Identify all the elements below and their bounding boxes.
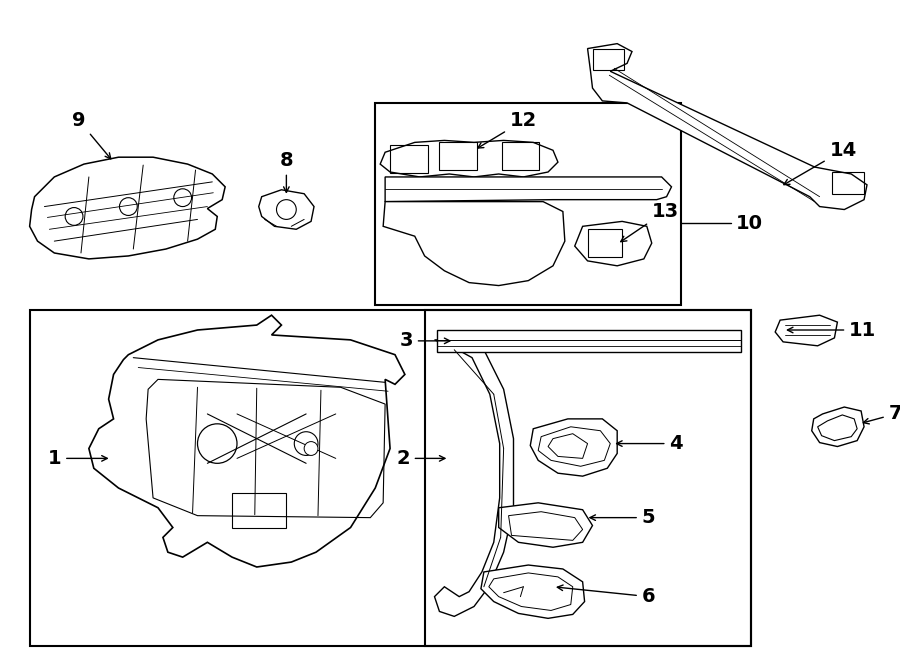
Polygon shape xyxy=(499,503,592,547)
Polygon shape xyxy=(30,157,225,259)
Text: 5: 5 xyxy=(590,508,655,527)
Text: 10: 10 xyxy=(735,214,762,233)
Polygon shape xyxy=(588,44,867,210)
Text: 6: 6 xyxy=(557,585,655,606)
Bar xyxy=(592,48,624,70)
Polygon shape xyxy=(530,419,617,476)
Bar xyxy=(30,310,751,646)
Polygon shape xyxy=(812,407,864,447)
Polygon shape xyxy=(380,140,558,177)
Text: 13: 13 xyxy=(621,202,679,242)
Bar xyxy=(588,229,622,257)
Polygon shape xyxy=(575,221,652,266)
Bar xyxy=(425,310,751,646)
Text: 2: 2 xyxy=(396,449,445,468)
Text: 3: 3 xyxy=(400,331,450,350)
Text: 7: 7 xyxy=(863,405,900,424)
Text: 8: 8 xyxy=(280,151,293,192)
Polygon shape xyxy=(775,315,837,346)
Polygon shape xyxy=(89,315,405,567)
Bar xyxy=(501,142,539,170)
Polygon shape xyxy=(383,202,565,286)
Polygon shape xyxy=(435,340,514,616)
Bar xyxy=(390,145,428,173)
Text: 9: 9 xyxy=(72,111,111,159)
Text: 11: 11 xyxy=(788,321,877,340)
Bar xyxy=(232,493,286,527)
Text: 1: 1 xyxy=(48,449,107,468)
Bar xyxy=(439,142,477,170)
Text: 14: 14 xyxy=(784,141,857,184)
Text: 4: 4 xyxy=(616,434,683,453)
Polygon shape xyxy=(481,565,585,618)
Text: 12: 12 xyxy=(478,111,537,148)
Bar xyxy=(375,103,681,305)
Bar xyxy=(832,172,864,194)
Polygon shape xyxy=(258,190,314,229)
Polygon shape xyxy=(437,330,741,352)
Polygon shape xyxy=(385,177,671,202)
Circle shape xyxy=(304,442,318,455)
